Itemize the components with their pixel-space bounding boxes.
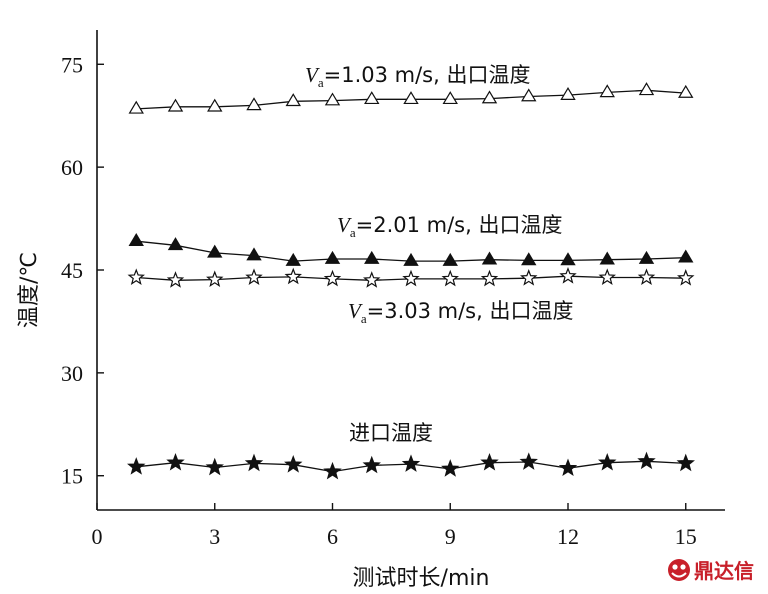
data-point	[598, 268, 616, 285]
y-tick-label: 45	[61, 258, 83, 283]
data-point	[637, 268, 656, 285]
dingdaxin-logo-icon	[668, 559, 690, 581]
data-point	[284, 455, 303, 473]
data-point	[324, 250, 341, 264]
series-label-s1: Va=1.03 m/s, 出口温度	[305, 63, 530, 90]
series-s2	[128, 233, 694, 266]
x-tick-label: 12	[557, 524, 579, 549]
data-point	[207, 98, 223, 112]
data-point	[364, 91, 380, 105]
data-point	[402, 269, 420, 287]
series-s3	[127, 266, 695, 288]
data-point	[401, 454, 421, 472]
data-point	[441, 269, 459, 287]
x-tick-label: 15	[675, 524, 697, 549]
x-tick-label: 6	[327, 524, 338, 549]
series-label-s4: 进口温度	[349, 421, 433, 445]
data-point	[323, 269, 342, 287]
watermark-text: 鼎达信	[694, 559, 754, 583]
y-axis-title: 温度/℃	[17, 252, 42, 328]
data-point	[599, 84, 615, 98]
data-point	[442, 91, 458, 105]
series-label-s2: Va=2.01 m/s, 出口温度	[337, 213, 562, 240]
data-point	[638, 250, 655, 264]
data-point	[166, 453, 185, 471]
data-point	[481, 90, 498, 104]
data-point	[246, 247, 262, 261]
data-point	[480, 453, 499, 471]
data-point	[207, 244, 223, 258]
data-point	[285, 93, 301, 107]
data-point	[521, 88, 537, 102]
series-label-s3: Va=3.03 m/s, 出口温度	[348, 299, 573, 326]
data-point	[245, 268, 263, 285]
data-point	[246, 97, 262, 111]
series-labels: Va=1.03 m/s, 出口温度 Va=2.01 m/s, 出口温度 Va=3.0…	[305, 63, 573, 445]
watermark: 鼎达信	[668, 559, 754, 583]
data-point	[599, 251, 615, 265]
data-point	[598, 453, 617, 471]
data-point	[128, 233, 144, 246]
data-point	[442, 252, 458, 266]
data-point	[403, 91, 419, 105]
y-tick-label: 30	[61, 361, 83, 386]
data-point	[205, 457, 224, 476]
data-point	[206, 270, 224, 288]
data-point	[481, 251, 498, 265]
ticks: 0 3 6 9 12 15 15 30 45 60 75	[61, 52, 697, 549]
data-point	[285, 252, 301, 266]
data-point	[127, 268, 145, 285]
data-point	[244, 453, 264, 472]
series-layer	[127, 82, 695, 480]
data-point	[167, 237, 184, 251]
y-tick-label: 60	[61, 155, 83, 180]
data-point	[128, 100, 144, 114]
data-point	[167, 98, 184, 112]
data-point	[678, 84, 694, 98]
data-point	[127, 457, 146, 475]
data-point	[324, 92, 341, 106]
data-point	[676, 453, 695, 472]
data-point	[521, 252, 537, 266]
series-s4	[127, 451, 695, 480]
data-point	[560, 252, 576, 266]
data-point	[558, 458, 578, 477]
data-point	[637, 451, 656, 470]
y-tick-label: 75	[61, 52, 83, 77]
data-point	[678, 249, 694, 263]
data-point	[284, 267, 302, 285]
data-point	[363, 271, 381, 288]
data-point	[364, 250, 380, 264]
data-point	[403, 252, 419, 266]
data-point	[677, 269, 695, 286]
x-tick-label: 3	[209, 524, 220, 549]
x-axis-title: 测试时长/min	[353, 566, 490, 591]
x-tick-label: 9	[445, 524, 456, 549]
data-point	[480, 269, 499, 287]
data-point	[520, 269, 538, 286]
data-point	[323, 461, 342, 480]
x-tick-label: 0	[92, 524, 103, 549]
data-point	[638, 82, 655, 96]
series-s1	[128, 82, 694, 114]
data-point	[560, 86, 576, 100]
data-point	[519, 452, 538, 470]
y-tick-label: 15	[61, 464, 83, 489]
data-point	[166, 271, 185, 288]
data-point	[362, 455, 381, 474]
data-point	[559, 266, 577, 284]
data-point	[441, 459, 460, 477]
